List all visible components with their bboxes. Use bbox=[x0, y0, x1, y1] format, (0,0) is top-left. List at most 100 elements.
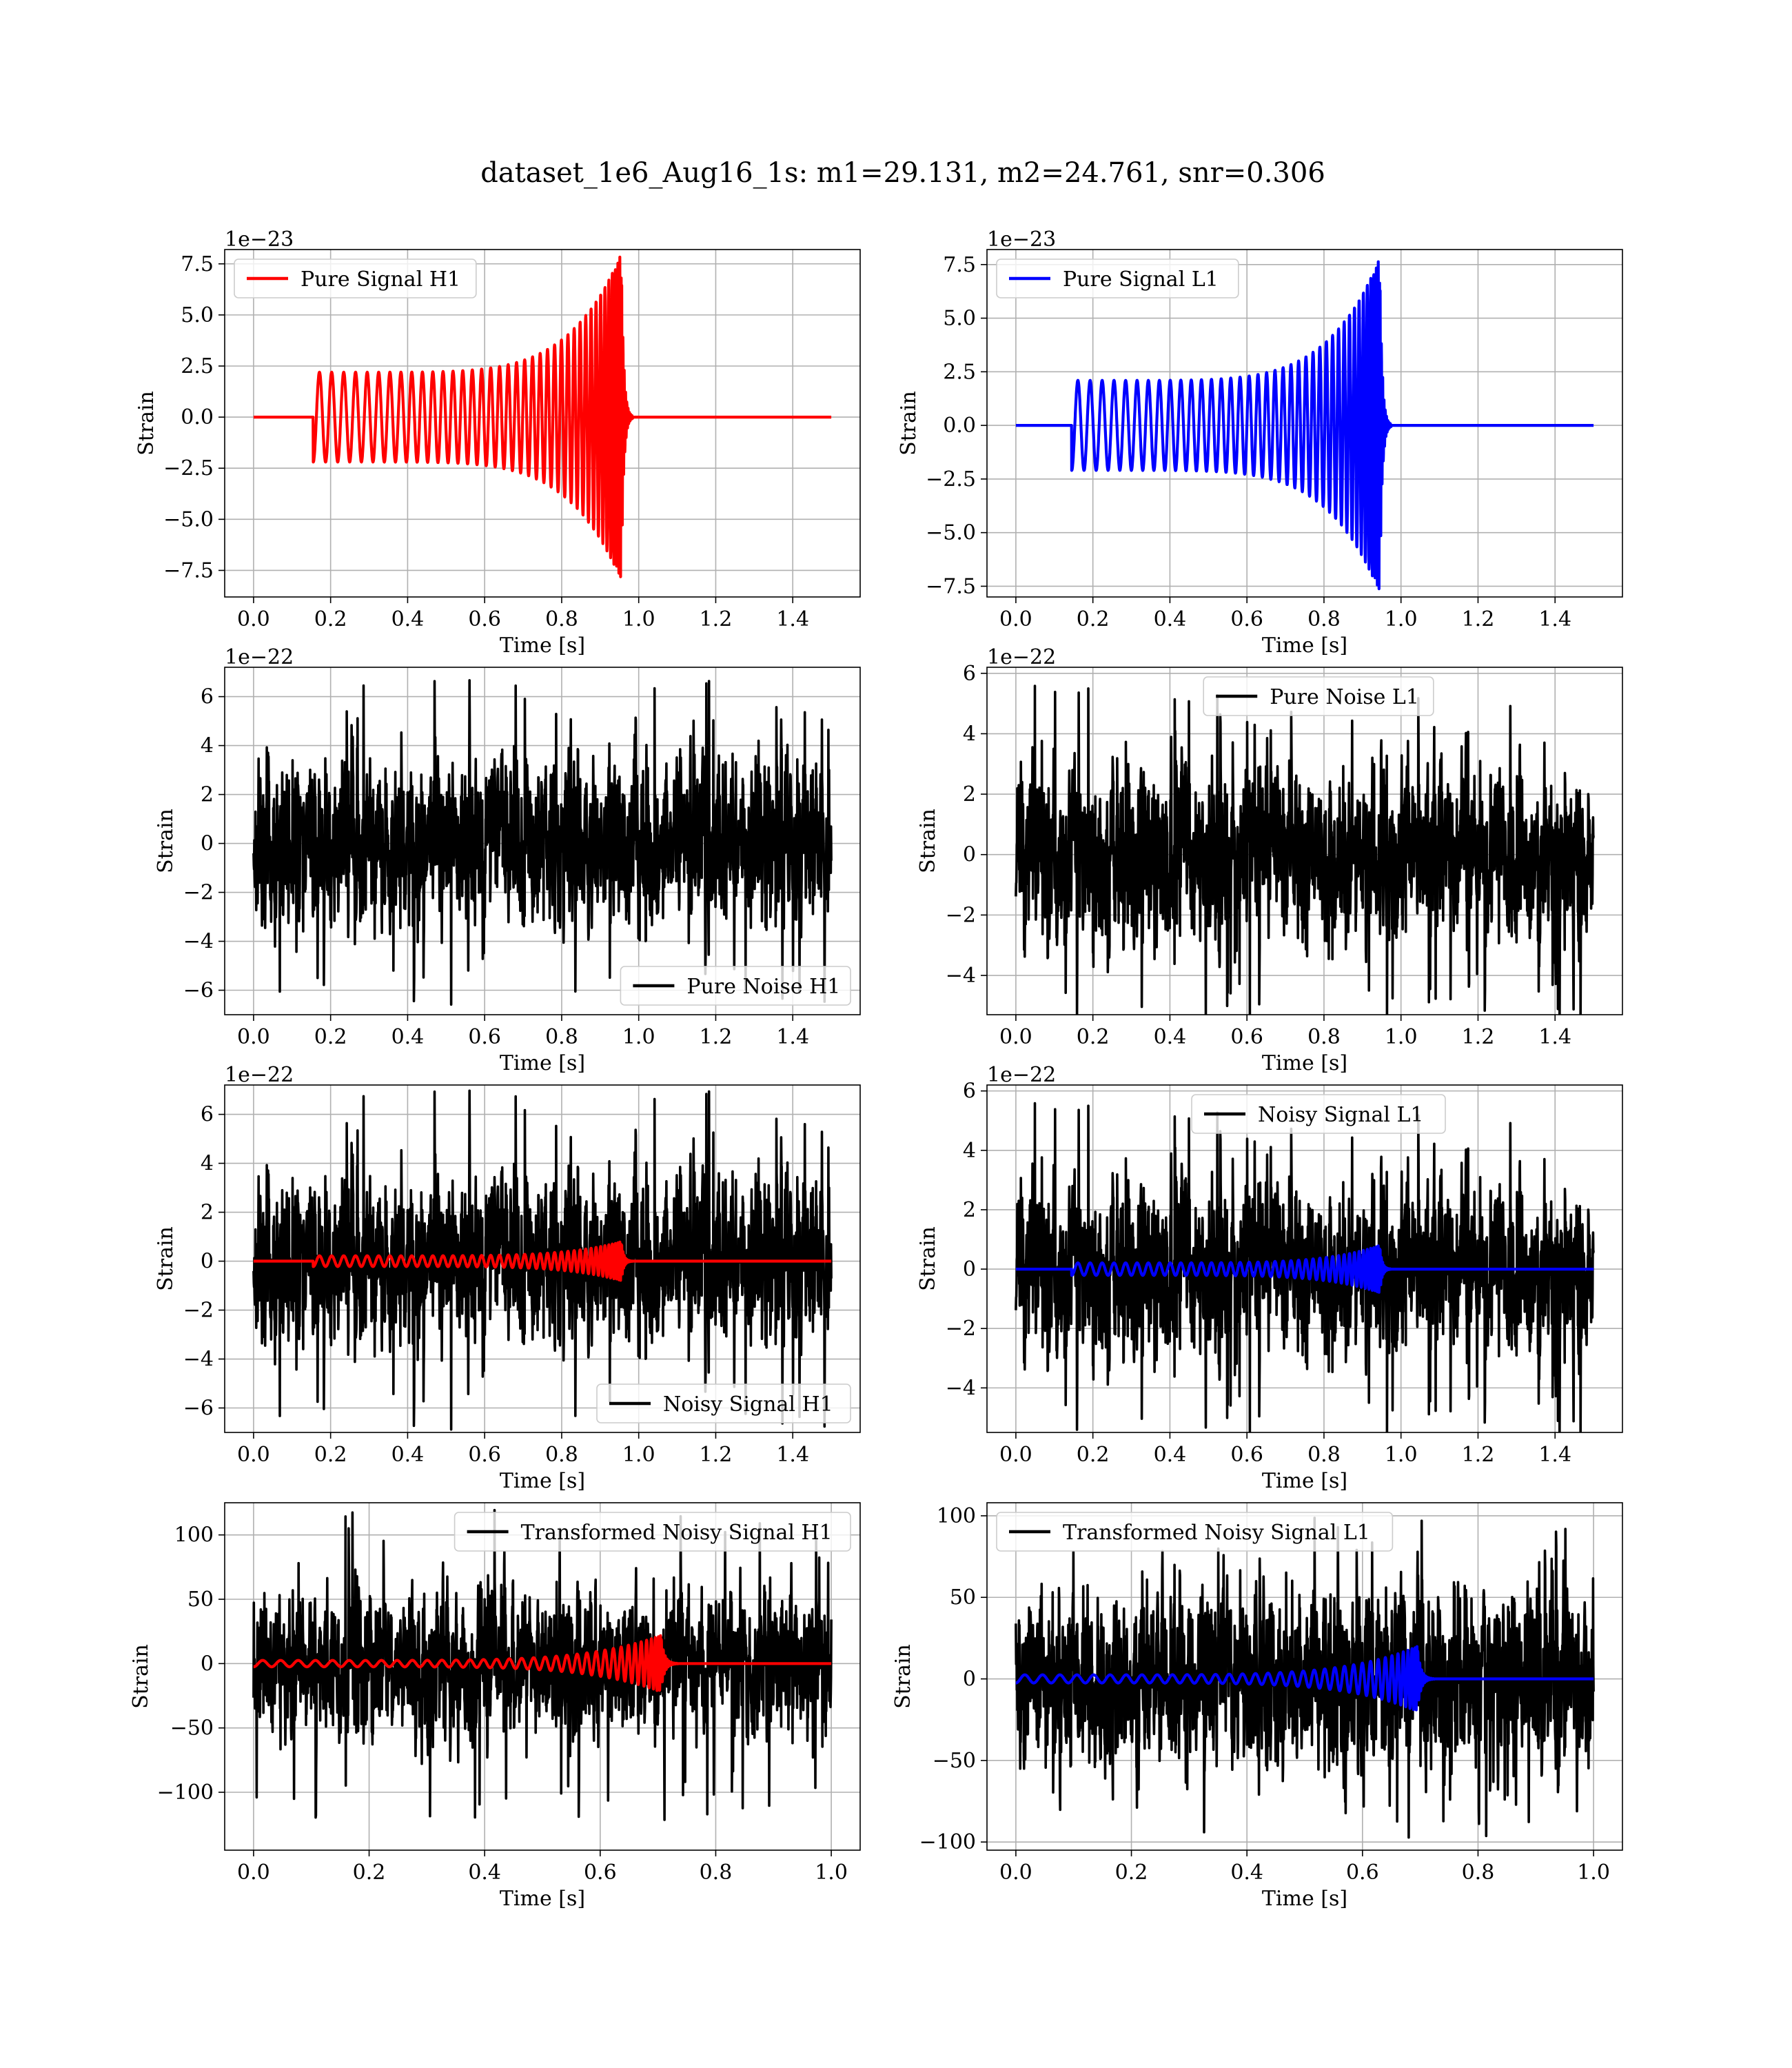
legend-box bbox=[234, 258, 477, 298]
axes-frame bbox=[986, 1084, 1623, 1433]
x-tick-label: 0.2 bbox=[314, 607, 347, 631]
x-tick-label: 0.4 bbox=[391, 1025, 425, 1049]
y-tick-label: −4 bbox=[183, 1348, 214, 1372]
y-tick-label: −4 bbox=[946, 964, 976, 988]
axes-frame bbox=[986, 1502, 1623, 1851]
y-tick-label: −100 bbox=[157, 1781, 214, 1805]
y-tick-label: 50 bbox=[950, 1585, 976, 1610]
y-tick-label: 0 bbox=[201, 1250, 214, 1274]
legend-label: Noisy Signal H1 bbox=[663, 1392, 833, 1417]
legend-label: Pure Noise H1 bbox=[686, 975, 840, 999]
series-line bbox=[1015, 260, 1595, 591]
legend-label: Pure Signal H1 bbox=[301, 267, 460, 292]
axis-offset-text: 1e−23 bbox=[987, 227, 1056, 252]
y-tick-label: 6 bbox=[201, 685, 214, 709]
axes-frame bbox=[986, 667, 1623, 1015]
series-group bbox=[252, 1508, 833, 1821]
y-tick-label: −100 bbox=[919, 1830, 976, 1854]
y-tick-label: −6 bbox=[183, 1397, 214, 1421]
series-line bbox=[252, 1089, 833, 1431]
x-axis-label: Time [s] bbox=[500, 1887, 585, 1911]
x-tick-label: 0.8 bbox=[545, 1443, 578, 1467]
subplot-top-left: 0.0 0.2 0.4 0.6 0.8 1.0 1.2 1.4 −7.5 −5.0 −2.5 0.0 2… bbox=[134, 227, 861, 658]
legend-box bbox=[1191, 1094, 1446, 1134]
subplot-top-right: 0.0 0.2 0.4 0.6 0.8 1.0 1.2 1.4 −7.5 −5.0 −2.5 0.0 2… bbox=[897, 227, 1623, 658]
y-tick-label: −50 bbox=[933, 1749, 976, 1773]
overlay-signal-line bbox=[1015, 1244, 1595, 1294]
y-tick-label: 100 bbox=[174, 1523, 214, 1548]
series-line bbox=[252, 255, 833, 578]
y-tick-label: 2.5 bbox=[181, 354, 214, 378]
x-tick-label: 1.0 bbox=[622, 1025, 655, 1049]
x-axis-label: Time [s] bbox=[1262, 1469, 1347, 1493]
x-axis-label: Time [s] bbox=[500, 633, 585, 658]
x-tick-label: 1.0 bbox=[1385, 1443, 1418, 1467]
x-tick-label: 0.8 bbox=[1307, 1025, 1341, 1049]
y-axis-label: Strain bbox=[891, 1644, 915, 1709]
series-group bbox=[252, 255, 833, 578]
x-tick-label: 0.2 bbox=[1077, 1025, 1110, 1049]
x-tick-label: 0.0 bbox=[237, 1025, 270, 1049]
legend-label: Noisy Signal L1 bbox=[1258, 1103, 1423, 1127]
y-tick-label: 0 bbox=[963, 1257, 976, 1281]
subplot-bottom-left: 0.0 0.2 0.4 0.6 0.8 1.0 −100 −50 0 50 100 Time [s] S… bbox=[129, 1502, 861, 1911]
legend-box bbox=[1203, 676, 1434, 716]
y-tick-label: −50 bbox=[170, 1716, 214, 1741]
x-tick-label: 1.0 bbox=[815, 1861, 848, 1885]
y-tick-label: 4 bbox=[201, 734, 214, 758]
legend: Pure Signal H1 bbox=[234, 258, 477, 298]
axis-offset-text: 1e−22 bbox=[225, 645, 294, 669]
y-axis-label: Strain bbox=[897, 391, 921, 456]
y-tick-label: 2.5 bbox=[943, 360, 976, 384]
x-tick-label: 0.2 bbox=[1115, 1861, 1148, 1885]
y-tick-label: 0 bbox=[963, 843, 976, 867]
x-tick-label: 1.2 bbox=[700, 607, 733, 631]
axis-offset-text: 1e−22 bbox=[987, 1063, 1056, 1087]
x-tick-label: 0.8 bbox=[700, 1861, 733, 1885]
series-line bbox=[1015, 685, 1595, 1015]
axis-offset-text: 1e−22 bbox=[987, 645, 1056, 669]
y-tick-label: −2 bbox=[946, 1317, 976, 1341]
y-tick-label: −2.5 bbox=[163, 456, 214, 480]
y-tick-label: 2 bbox=[201, 1201, 214, 1225]
axes-frame bbox=[224, 1502, 861, 1851]
x-tick-label: 1.4 bbox=[776, 1443, 809, 1467]
subplot-third-left: 0.0 0.2 0.4 0.6 0.8 1.0 1.2 1.4 −6 −4 −2 0 2 4 6 Time [… bbox=[154, 1063, 861, 1493]
y-tick-label: −4 bbox=[946, 1376, 976, 1400]
y-tick-label: 5.0 bbox=[181, 303, 214, 327]
y-tick-label: 6 bbox=[963, 662, 976, 686]
x-tick-label: 0.0 bbox=[237, 1861, 270, 1885]
axis-offset-text: 1e−23 bbox=[225, 227, 294, 252]
y-tick-label: 5.0 bbox=[943, 307, 976, 331]
x-tick-label: 0.2 bbox=[1077, 607, 1110, 631]
x-tick-label: 0.0 bbox=[999, 607, 1032, 631]
x-tick-label: 0.2 bbox=[314, 1443, 347, 1467]
y-tick-label: −5.0 bbox=[163, 507, 214, 531]
x-tick-label: 0.8 bbox=[1307, 1443, 1341, 1467]
y-tick-label: 4 bbox=[963, 722, 976, 746]
y-tick-label: 4 bbox=[201, 1152, 214, 1176]
x-tick-label: 0.6 bbox=[1230, 1443, 1263, 1467]
legend-label: Pure Signal L1 bbox=[1063, 267, 1219, 292]
y-tick-label: 0 bbox=[201, 832, 214, 856]
series-group bbox=[1015, 1517, 1595, 1839]
x-tick-label: 0.6 bbox=[1230, 607, 1263, 631]
x-tick-label: 0.4 bbox=[468, 1861, 501, 1885]
x-axis-label: Time [s] bbox=[1262, 1051, 1347, 1075]
x-tick-label: 1.0 bbox=[622, 607, 655, 631]
y-axis-label: Strain bbox=[134, 391, 159, 456]
x-axis-label: Time [s] bbox=[1262, 1887, 1347, 1911]
x-tick-label: 1.4 bbox=[776, 607, 809, 631]
x-tick-label: 1.0 bbox=[1385, 1025, 1418, 1049]
x-tick-label: 0.8 bbox=[1462, 1861, 1495, 1885]
y-tick-label: −2 bbox=[183, 881, 214, 905]
y-axis-label: Strain bbox=[129, 1644, 153, 1709]
y-tick-label: −2.5 bbox=[926, 467, 976, 491]
x-tick-label: 0.6 bbox=[584, 1861, 617, 1885]
overlay-signal-line bbox=[252, 1240, 833, 1282]
y-tick-label: −6 bbox=[183, 979, 214, 1003]
legend: Pure Signal L1 bbox=[996, 258, 1239, 298]
y-tick-label: 0.0 bbox=[181, 405, 214, 429]
y-tick-label: −5.0 bbox=[926, 521, 976, 545]
